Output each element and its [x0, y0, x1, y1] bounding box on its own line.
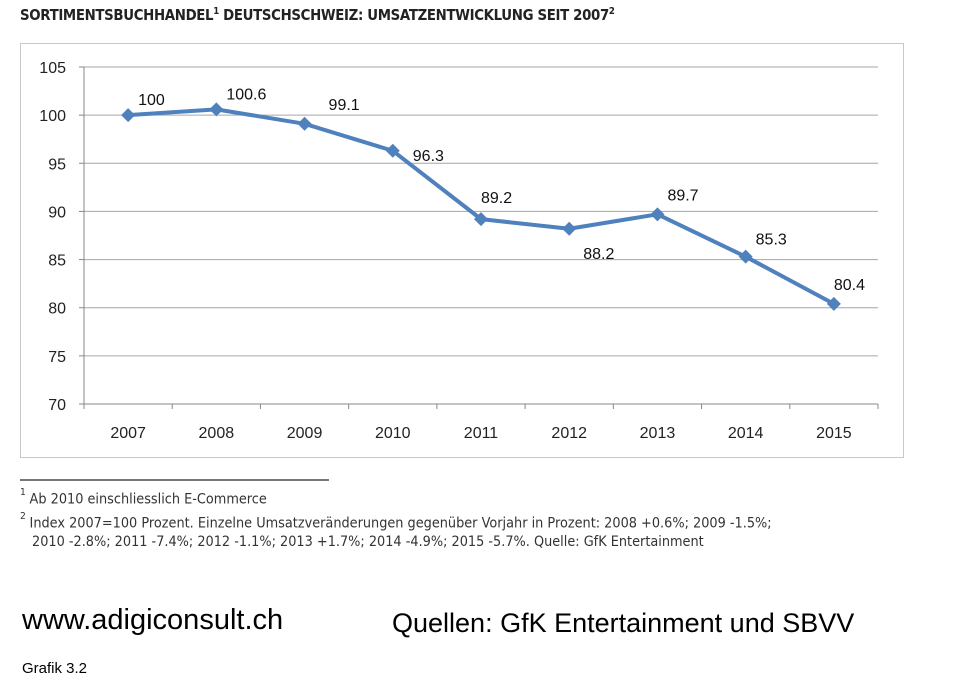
data-point-marker: [385, 143, 400, 158]
y-tick-label: 95: [48, 156, 66, 173]
figure-caption: Grafik 3.2: [22, 660, 88, 677]
data-label: 88.2: [583, 246, 614, 263]
data-label: 99.1: [329, 97, 360, 114]
data-point-marker: [121, 108, 136, 123]
chart-frame: [20, 43, 904, 458]
chart-title: SORTIMENTSBUCHHANDEL1 DEUTSCHSCHWEIZ: UM…: [20, 6, 615, 25]
footnote-2: 2 Index 2007=100 Prozent. Einzelne Umsatz…: [20, 511, 772, 532]
footnote-1: 1 Ab 2010 einschliesslich E-Commerce: [20, 487, 267, 508]
data-label: 100.6: [226, 86, 266, 103]
data-label: 89.7: [667, 187, 698, 204]
x-tick-label: 2008: [199, 425, 235, 442]
data-point-marker: [562, 221, 577, 236]
data-label: 100: [138, 92, 165, 109]
data-point-marker: [738, 249, 753, 264]
footnote-2-cont: 2010 -2.8%; 2011 -7.4%; 2012 -1.1%; 2013…: [32, 534, 704, 550]
data-point-marker: [826, 296, 841, 311]
y-tick-label: 75: [48, 349, 66, 366]
data-point-marker: [209, 102, 224, 117]
y-tick-label: 105: [39, 60, 66, 77]
sources-text: Quellen: GfK Entertainment und SBVV: [392, 608, 855, 638]
data-point-marker: [474, 212, 488, 227]
y-tick-label: 80: [48, 301, 66, 318]
x-tick-label: 2015: [816, 425, 852, 442]
x-tick-label: 2014: [728, 425, 764, 442]
data-label: 96.3: [413, 148, 444, 165]
x-tick-label: 2012: [551, 425, 587, 442]
x-tick-label: 2011: [464, 425, 499, 442]
data-point-marker: [650, 207, 665, 222]
x-tick-label: 2007: [110, 425, 146, 442]
y-tick-label: 70: [48, 397, 66, 414]
x-tick-label: 2010: [375, 425, 411, 442]
footnote-divider: [20, 479, 329, 481]
data-label: 89.2: [481, 190, 512, 207]
website-link[interactable]: www.adigiconsult.ch: [22, 604, 284, 636]
y-tick-label: 85: [48, 253, 66, 270]
y-tick-label: 100: [39, 108, 66, 125]
data-label: 85.3: [756, 232, 787, 249]
y-tick-label: 90: [48, 204, 66, 221]
line-chart: 70 75 80 85 90 95 100 105 2007 2008 2009 2010 2011 20…: [39, 60, 879, 442]
x-tick-label: 2009: [287, 425, 323, 442]
x-tick-label: 2013: [640, 425, 676, 442]
data-point-marker: [297, 116, 312, 131]
data-label: 80.4: [834, 277, 865, 294]
